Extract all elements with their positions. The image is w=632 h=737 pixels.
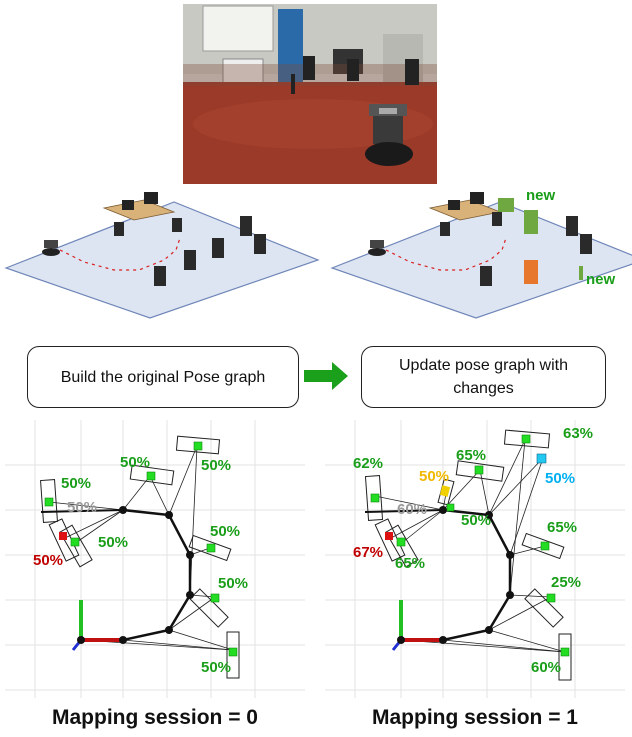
new-label-1: new [490,188,520,192]
label-bottom: 50% [201,659,231,676]
new-chair-orange [524,260,538,284]
label-left-top: 50% [61,475,91,492]
label-right-mid: 65% [547,519,577,536]
pose-graph-session-0: 50% 50% 50% 50% 50% 50% 50% 50% 50% [5,420,305,698]
label-left-grey: 50% [67,499,97,516]
label-right-low: 50% [218,575,248,592]
label-left-top: 62% [353,455,383,472]
step-update: Update pose graph with changes [361,346,606,408]
step-build-original: Build the original Pose graph [27,346,299,408]
caption-session-1: Mapping session = 1 [372,706,578,729]
label-right-low: 25% [551,574,581,591]
label-left-mid: 65% [395,555,425,572]
label-top: 50% [120,454,150,471]
floor-plane [4,201,320,319]
floor-plane [330,201,632,319]
label-left-red: 67% [353,544,383,561]
lab-photo [183,4,437,184]
label-left-red: 50% [33,552,63,569]
label-cyan: 50% [545,470,575,487]
label-right-mid: 50% [210,523,240,540]
label-bottom: 60% [531,659,561,676]
label-left-mid: 50% [98,534,128,551]
caption-session-0: Mapping session = 0 [52,706,258,729]
label-left-grey: 60% [397,501,427,518]
new-label-2: new [526,188,556,204]
new-monitor [498,198,514,212]
label-center: 50% [461,512,491,529]
label-top-right: 63% [563,425,593,442]
new-chair-green [524,210,538,234]
pose-graph-session-1: 63% 50% 65% 50% 62% 60% 50% 67% 65% 65% … [325,420,625,698]
robot-icon [368,240,386,256]
label-top: 65% [456,447,486,464]
label-yellow: 50% [419,468,449,485]
scene-updated: new new new [330,188,632,319]
new-object-small [579,266,583,280]
step-update-label: Update pose graph with changes [399,357,568,397]
scene-original [4,192,320,319]
label-top-right: 50% [201,457,231,474]
step-build-label: Build the original Pose graph [60,368,266,386]
new-label-3: new [586,271,616,288]
robot-icon [42,240,60,256]
right-arrow-icon [304,362,348,390]
